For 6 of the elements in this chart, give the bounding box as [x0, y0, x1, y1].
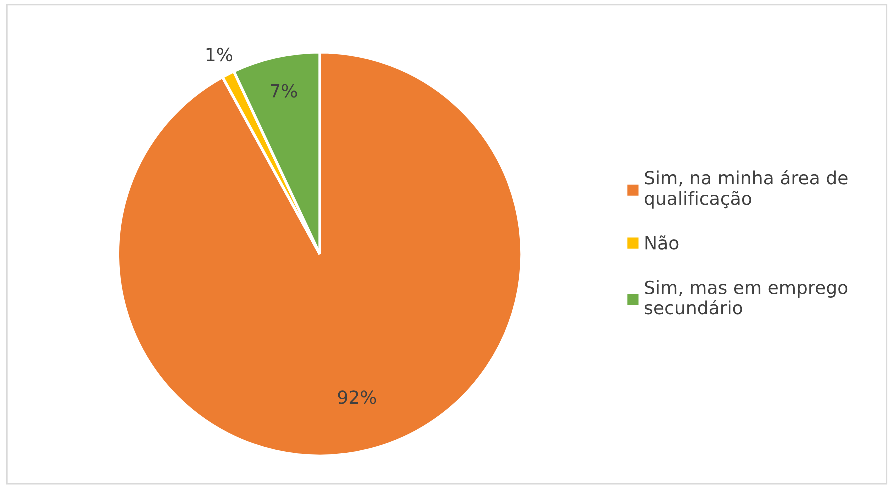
data-label: 92% [338, 390, 376, 404]
data-label: 1% [206, 48, 233, 62]
data-label: 7% [271, 84, 298, 98]
legend-label: Sim, na minha área de qualificação [645, 170, 848, 209]
legend-label: Não [646, 236, 679, 250]
legend-label: Sim, mas em emprego secundário [645, 280, 848, 315]
